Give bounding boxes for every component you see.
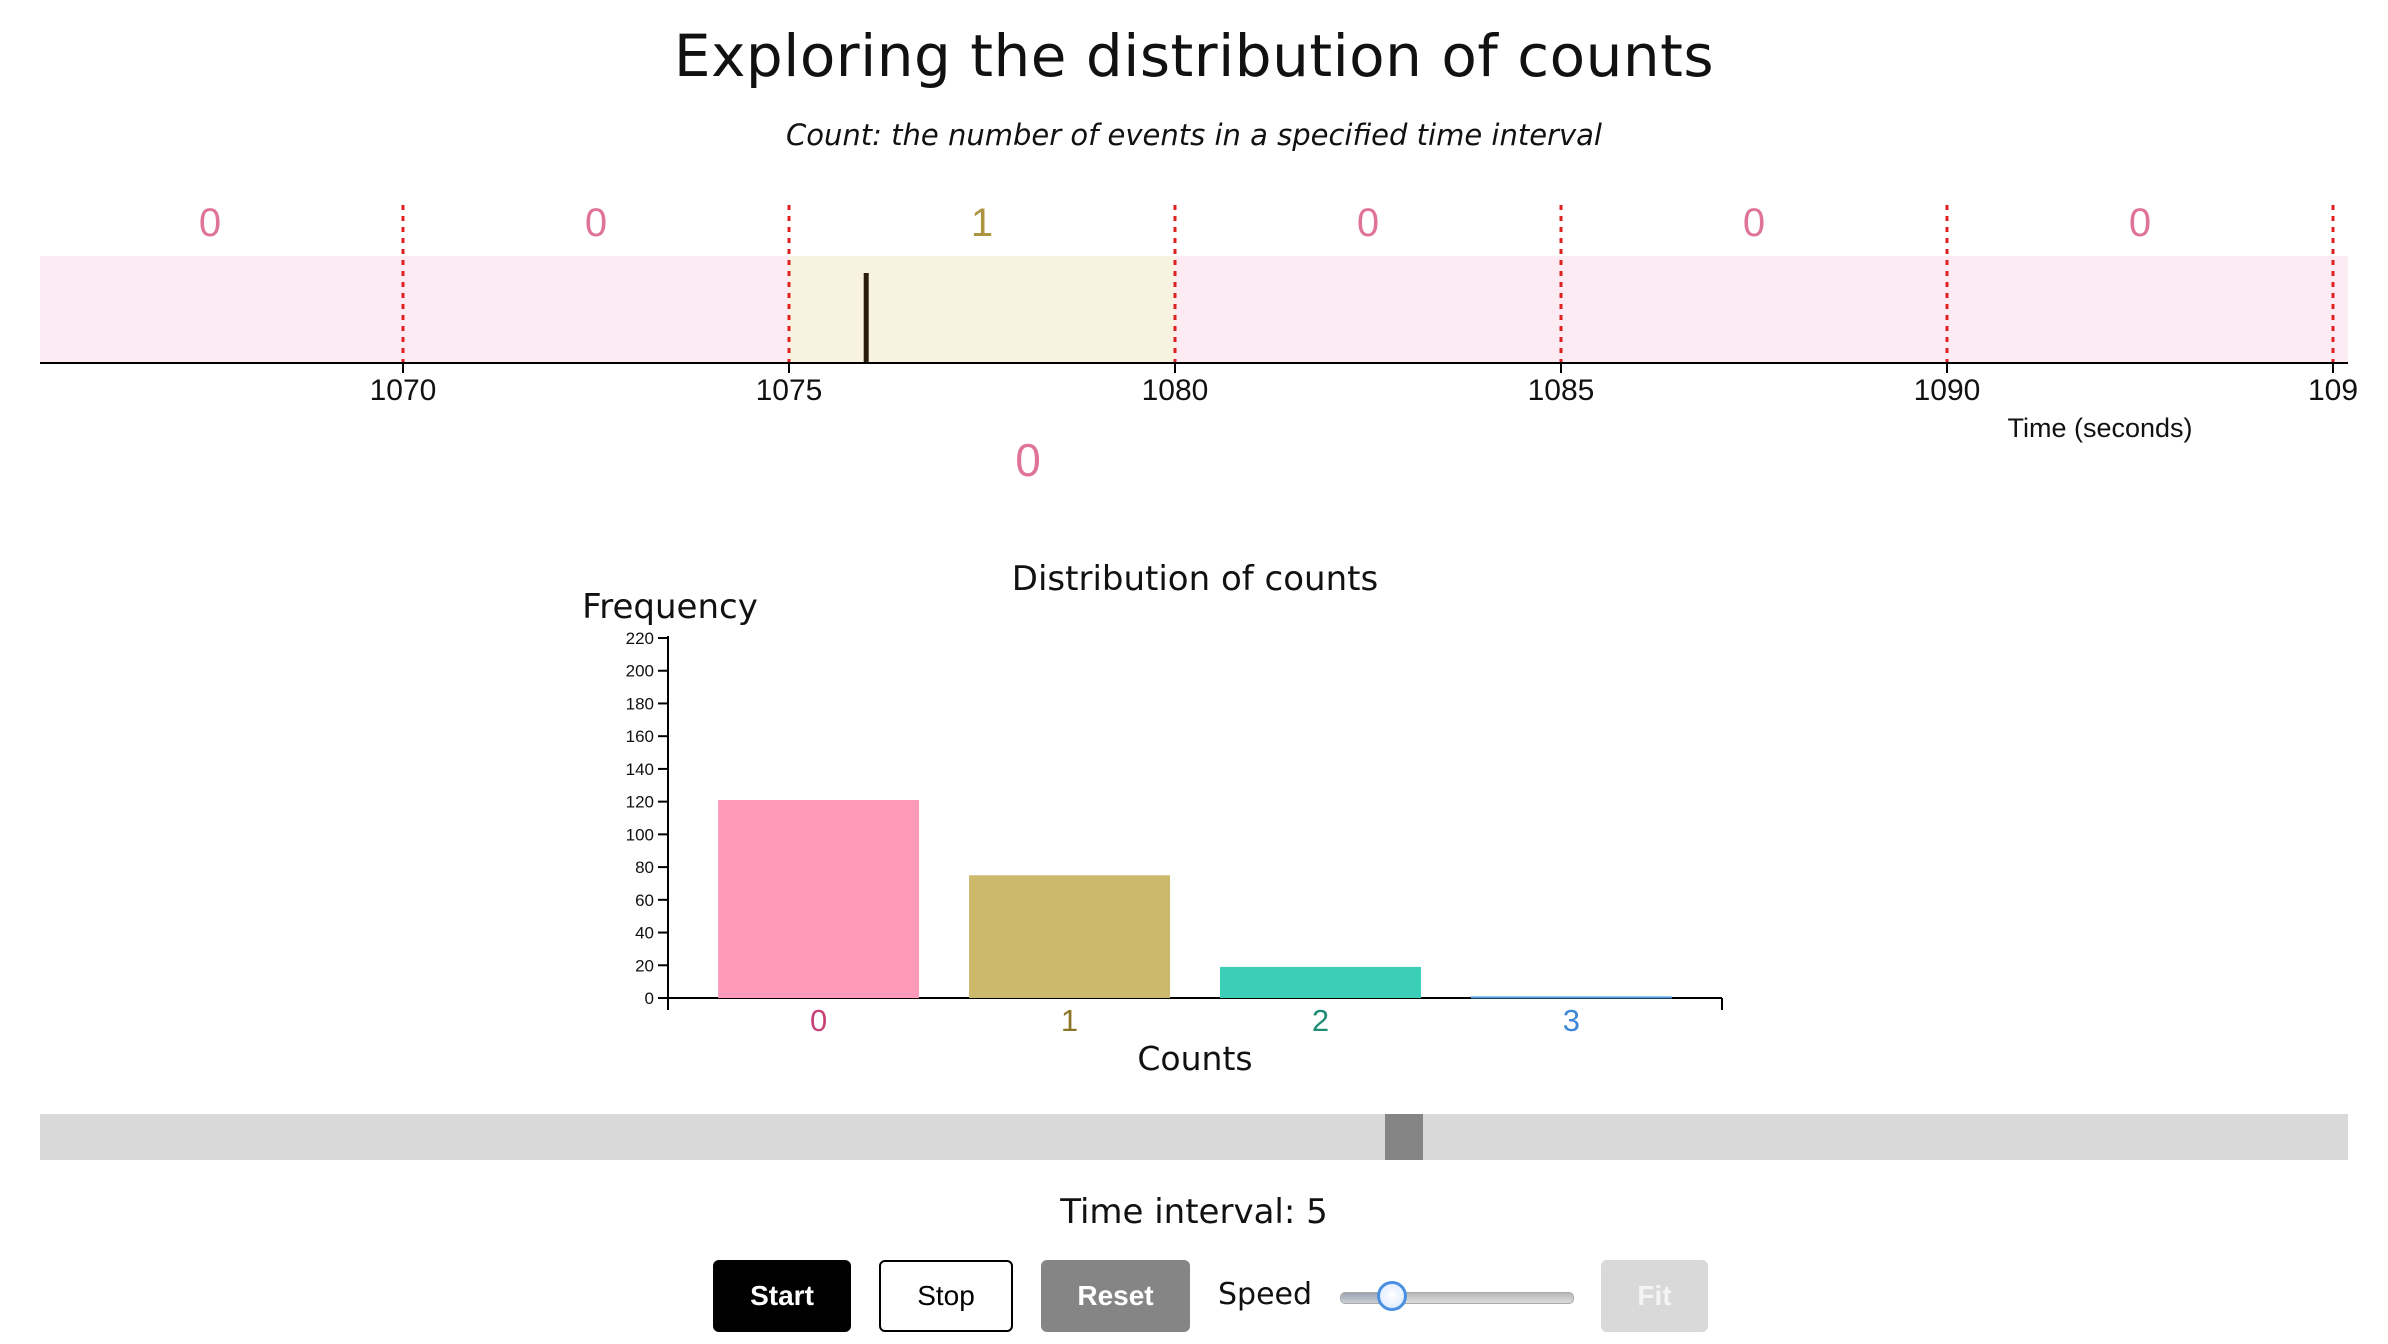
chart-title: Distribution of counts bbox=[1012, 559, 1378, 599]
bar-count-1 bbox=[969, 875, 1171, 998]
y-tick-label: 80 bbox=[635, 858, 654, 877]
y-tick-label: 100 bbox=[626, 825, 654, 844]
y-tick-label: 140 bbox=[626, 760, 654, 779]
chart-y-label: Frequency bbox=[582, 587, 758, 627]
chart-x-axis: 0 1 2 3 bbox=[667, 997, 1723, 1038]
x-tick-label: 1 bbox=[1061, 1003, 1078, 1038]
x-tick-label: 2 bbox=[1312, 1003, 1329, 1038]
chart-y-axis: 0 20 40 60 80 100 120 140 160 180 200 220 bbox=[626, 629, 669, 1008]
interval-slider[interactable] bbox=[40, 1114, 2348, 1160]
interval-count: 0 bbox=[585, 201, 607, 245]
y-tick-label: 40 bbox=[635, 924, 654, 943]
y-tick-label: 160 bbox=[626, 727, 654, 746]
chart-bars bbox=[718, 800, 1672, 999]
speed-slider[interactable] bbox=[1340, 1281, 1574, 1311]
interval-counts: 0 0 1 0 0 0 bbox=[199, 201, 2151, 245]
timeline-axis-label: Time (seconds) bbox=[2007, 413, 2192, 443]
interval-boundaries bbox=[401, 205, 2335, 363]
interval-count: 0 bbox=[2129, 201, 2151, 245]
x-tick-label: 0 bbox=[810, 1003, 827, 1038]
x-tick-label: 3 bbox=[1563, 1003, 1580, 1038]
timeline-band bbox=[40, 256, 2348, 363]
fit-button[interactable]: Fit bbox=[1601, 1260, 1708, 1332]
reset-button[interactable]: Reset bbox=[1041, 1260, 1190, 1332]
stop-button[interactable]: Stop bbox=[879, 1260, 1013, 1332]
interval-count: 0 bbox=[1357, 201, 1379, 245]
timeline-highlight-interval bbox=[789, 256, 1175, 363]
page-title: Exploring the distribution of counts bbox=[673, 22, 1715, 90]
start-button[interactable]: Start bbox=[713, 1260, 851, 1332]
interval-slider-handle[interactable] bbox=[1385, 1114, 1424, 1160]
y-tick-label: 180 bbox=[626, 694, 654, 713]
speed-slider-thumb[interactable] bbox=[1377, 1281, 1408, 1311]
interval-count: 0 bbox=[199, 201, 221, 245]
interval-count: 1 bbox=[971, 201, 993, 245]
y-tick-label: 60 bbox=[635, 891, 654, 910]
current-count: 0 bbox=[1015, 434, 1041, 486]
timeline-ticks: 5 1070 1075 1080 1085 1090 109 bbox=[370, 363, 2358, 407]
time-tick-label: 1085 bbox=[1528, 374, 1595, 407]
time-tick-label: 1075 bbox=[756, 374, 823, 407]
page-subtitle: Count: the number of events in a specifi… bbox=[786, 118, 1602, 152]
distribution-chart: Distribution of counts Frequency Counts … bbox=[582, 559, 1723, 1078]
y-tick-label: 120 bbox=[626, 793, 654, 812]
speed-slider-fill bbox=[1341, 1293, 1393, 1303]
time-tick-label: 1070 bbox=[370, 374, 437, 407]
interval-count: 0 bbox=[1743, 201, 1765, 245]
y-tick-label: 0 bbox=[645, 989, 654, 1008]
time-interval-label: Time interval: 5 bbox=[1060, 1192, 1328, 1232]
time-tick-label: 1090 bbox=[1914, 374, 1981, 407]
time-tick-label: 1080 bbox=[1142, 374, 1209, 407]
y-tick-label: 20 bbox=[635, 956, 654, 975]
time-tick-label: 109 bbox=[2308, 374, 2358, 407]
chart-x-label: Counts bbox=[1137, 1039, 1252, 1078]
bar-count-0 bbox=[718, 800, 920, 998]
y-tick-label: 200 bbox=[626, 662, 654, 681]
y-tick-label: 220 bbox=[626, 629, 654, 648]
bar-count-2 bbox=[1219, 966, 1421, 998]
bar-count-3 bbox=[1470, 996, 1672, 999]
speed-label: Speed bbox=[1218, 1277, 1313, 1312]
